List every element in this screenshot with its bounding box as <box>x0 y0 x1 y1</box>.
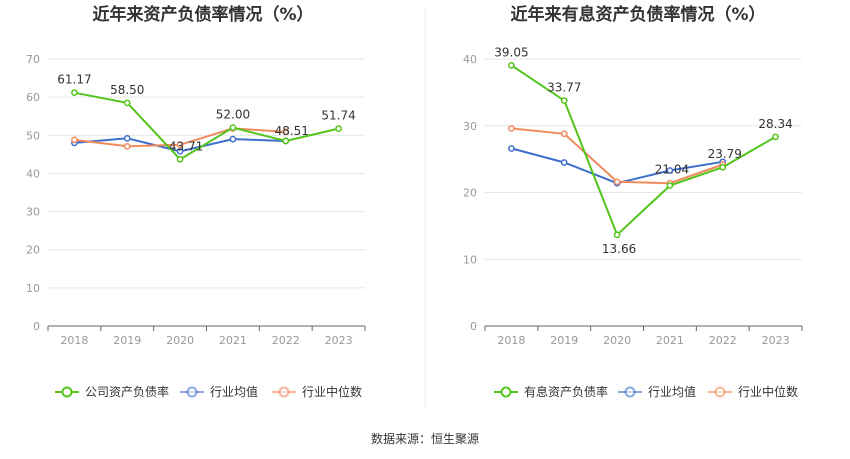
data-label: 33.77 <box>547 81 581 95</box>
data-point <box>772 133 779 141</box>
data-point <box>176 141 184 149</box>
x-tick-label: 2020 <box>166 334 194 347</box>
x-tick-label: 2021 <box>656 334 684 347</box>
data-point <box>123 142 131 150</box>
data-point <box>71 89 78 97</box>
data-point <box>123 134 131 142</box>
data-point <box>613 178 621 186</box>
legend-label: 公司资产负债率 <box>85 384 169 399</box>
y-tick-label: 30 <box>463 120 477 133</box>
data-point <box>282 128 290 136</box>
series-line <box>510 64 777 237</box>
legend-label: 行业中位数 <box>738 384 798 399</box>
data-point <box>508 61 515 69</box>
data-label: 48.51 <box>275 124 309 138</box>
source-note: 数据来源：恒生聚源 <box>371 431 479 446</box>
y-tick-label: 10 <box>26 282 40 295</box>
data-point <box>666 182 674 189</box>
x-tick-label: 2018 <box>60 334 88 347</box>
legend-marker <box>278 386 290 398</box>
x-tick-label: 2023 <box>762 334 790 347</box>
y-tick-label: 40 <box>26 167 40 180</box>
y-tick-label: 50 <box>26 129 40 142</box>
data-label: 61.17 <box>57 73 91 87</box>
data-point <box>560 130 568 138</box>
legend-marker <box>714 386 726 398</box>
legend-label: 有息资产负债率 <box>524 384 608 399</box>
x-tick-label: 2022 <box>272 334 300 347</box>
chart-title: 近年来资产负债率情况（%） <box>92 4 313 25</box>
data-label: 58.50 <box>110 83 144 97</box>
left-chart: 近年来资产负债率情况（%） 0 10 20 30 40 50 60 70 2018 2019 2020… <box>26 4 366 399</box>
legend-label: 行业中位数 <box>302 384 362 399</box>
legend-item: 公司资产负债率 <box>55 384 169 399</box>
data-point <box>176 147 184 155</box>
data-label: 23.79 <box>708 147 742 161</box>
data-point <box>335 125 342 132</box>
data-point <box>613 231 621 239</box>
legend-marker <box>186 386 198 398</box>
data-point <box>560 159 568 166</box>
data-point <box>71 136 78 144</box>
data-point <box>176 155 184 163</box>
legend-item: 有息资产负债率 <box>494 384 608 399</box>
x-tick-label: 2019 <box>550 334 578 347</box>
legend-label: 行业均值 <box>648 384 696 399</box>
legend-label: 行业均值 <box>210 384 258 399</box>
chart-title: 近年来有息资产负债率情况（%） <box>510 4 765 25</box>
legend-item: 行业中位数 <box>272 384 362 399</box>
x-tick-label: 2019 <box>113 334 141 347</box>
legend-item: 行业均值 <box>180 384 258 399</box>
data-label: 13.66 <box>602 242 636 256</box>
y-tick-label: 0 <box>470 320 477 333</box>
data-label: 39.05 <box>494 45 528 59</box>
data-point <box>666 167 674 174</box>
legend-item: 行业中位数 <box>708 384 798 399</box>
data-point <box>508 125 515 132</box>
x-tick-label: 2021 <box>219 334 247 347</box>
legend-item: 行业均值 <box>618 384 696 399</box>
data-label: 28.34 <box>758 117 792 131</box>
y-tick-label: 10 <box>463 253 477 266</box>
y-tick-label: 20 <box>26 244 40 257</box>
y-tick-label: 0 <box>33 320 40 333</box>
data-label: 43.71 <box>169 139 203 153</box>
x-tick-label: 2020 <box>603 334 631 347</box>
data-point <box>282 137 290 145</box>
y-tick-label: 60 <box>26 91 40 104</box>
data-point <box>508 145 515 152</box>
data-point <box>229 124 237 132</box>
data-point <box>123 99 131 107</box>
data-point <box>229 135 237 143</box>
x-tick-label: 2022 <box>709 334 737 347</box>
legend-marker <box>61 386 73 398</box>
data-label: 51.74 <box>321 109 355 123</box>
x-tick-label: 2023 <box>325 334 353 347</box>
x-tick-label: 2018 <box>497 334 525 347</box>
right-chart: 近年来有息资产负债率情况（%） 0 10 20 30 40 2018 2019 2020 2021… <box>463 4 803 399</box>
data-label: 21.04 <box>655 163 689 177</box>
data-point <box>719 163 727 171</box>
data-label: 52.00 <box>216 108 250 122</box>
data-point <box>560 97 568 104</box>
series-line <box>511 127 724 185</box>
y-tick-label: 70 <box>26 53 40 66</box>
legend-marker <box>500 386 512 398</box>
y-tick-label: 30 <box>26 206 40 219</box>
series-line <box>74 91 339 161</box>
y-tick-label: 20 <box>463 187 477 200</box>
y-tick-label: 40 <box>463 53 477 66</box>
legend-marker <box>624 386 636 398</box>
